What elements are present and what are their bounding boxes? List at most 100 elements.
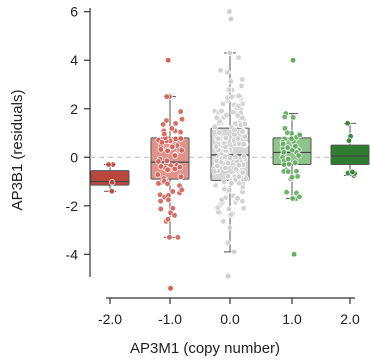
data-point xyxy=(164,166,171,173)
outlier-point xyxy=(227,15,235,23)
box-group xyxy=(272,113,312,200)
data-point xyxy=(295,152,302,159)
data-point xyxy=(217,67,224,74)
data-point xyxy=(226,49,233,57)
data-point xyxy=(222,143,229,151)
data-point xyxy=(169,188,176,195)
data-point xyxy=(344,120,351,127)
data-point xyxy=(224,239,231,246)
data-point xyxy=(226,224,233,231)
data-point xyxy=(165,196,172,203)
data-point xyxy=(228,180,235,187)
box-group xyxy=(90,164,130,192)
data-point xyxy=(213,157,220,164)
data-point xyxy=(225,205,232,212)
outlier-point xyxy=(289,57,297,64)
data-point xyxy=(235,173,243,180)
data-point xyxy=(164,147,171,155)
data-point xyxy=(171,152,179,159)
outlier-point xyxy=(225,273,232,280)
data-point xyxy=(290,114,297,121)
data-point xyxy=(242,175,250,182)
data-point xyxy=(240,141,247,148)
data-point xyxy=(238,82,245,90)
data-point xyxy=(163,93,170,100)
data-point xyxy=(172,120,179,127)
data-point xyxy=(227,78,234,85)
data-point xyxy=(285,160,293,168)
data-point xyxy=(296,193,303,200)
data-point xyxy=(285,155,292,163)
data-point xyxy=(164,216,172,223)
data-point xyxy=(215,135,222,142)
data-point xyxy=(177,108,184,115)
data-point xyxy=(239,184,246,191)
data-point xyxy=(280,149,287,156)
data-point xyxy=(288,135,295,142)
data-point xyxy=(279,140,287,148)
data-point xyxy=(212,182,219,189)
data-point xyxy=(294,173,301,180)
y-tick-label: 0 xyxy=(70,149,78,165)
data-point xyxy=(178,147,185,154)
data-point xyxy=(223,112,230,119)
data-point xyxy=(280,161,288,168)
data-point xyxy=(160,121,167,128)
data-point xyxy=(216,129,223,136)
outlier-point xyxy=(290,251,298,258)
data-point xyxy=(178,116,186,123)
data-point xyxy=(231,126,238,134)
data-point xyxy=(283,189,290,196)
data-point xyxy=(177,129,184,136)
y-tick-label: -2 xyxy=(66,198,79,214)
data-point xyxy=(163,157,171,164)
data-point xyxy=(154,171,161,178)
data-point xyxy=(157,198,164,205)
y-tick-label: 2 xyxy=(70,101,78,117)
y-tick-label: 6 xyxy=(70,4,78,20)
data-point xyxy=(232,120,239,127)
data-point xyxy=(293,168,300,175)
outlier-point xyxy=(167,285,174,292)
data-point xyxy=(235,54,242,61)
data-point xyxy=(157,163,165,170)
data-point xyxy=(211,168,218,175)
data-point xyxy=(227,211,235,218)
data-point xyxy=(225,86,233,93)
data-point xyxy=(220,218,227,225)
data-point xyxy=(224,69,231,76)
x-tick-label: 1.0 xyxy=(282,311,302,327)
data-point xyxy=(292,159,299,166)
data-point xyxy=(155,158,162,165)
data-point xyxy=(292,143,299,150)
data-point xyxy=(171,212,178,219)
data-point xyxy=(239,128,246,135)
data-point xyxy=(224,159,232,167)
data-point xyxy=(284,129,291,136)
data-point xyxy=(214,162,221,170)
data-point xyxy=(289,195,296,202)
data-point xyxy=(222,164,229,172)
data-point xyxy=(108,188,116,195)
points-layer xyxy=(105,8,358,292)
data-point xyxy=(240,205,247,212)
data-point xyxy=(349,168,356,176)
data-point xyxy=(164,180,171,187)
data-point xyxy=(224,172,232,180)
data-point xyxy=(234,195,241,202)
x-tick-label: -1.0 xyxy=(158,311,182,327)
data-point xyxy=(108,179,116,186)
data-point xyxy=(228,93,235,101)
data-point xyxy=(213,114,220,121)
data-point xyxy=(281,113,288,121)
data-point xyxy=(240,153,248,160)
data-point xyxy=(345,137,353,144)
data-point xyxy=(214,204,221,211)
data-point xyxy=(239,169,246,176)
data-point xyxy=(176,164,184,171)
data-point xyxy=(239,76,246,83)
data-point xyxy=(241,120,249,128)
data-point xyxy=(220,178,228,185)
y-axis-title: AP3B1 (residuals) xyxy=(9,90,26,211)
